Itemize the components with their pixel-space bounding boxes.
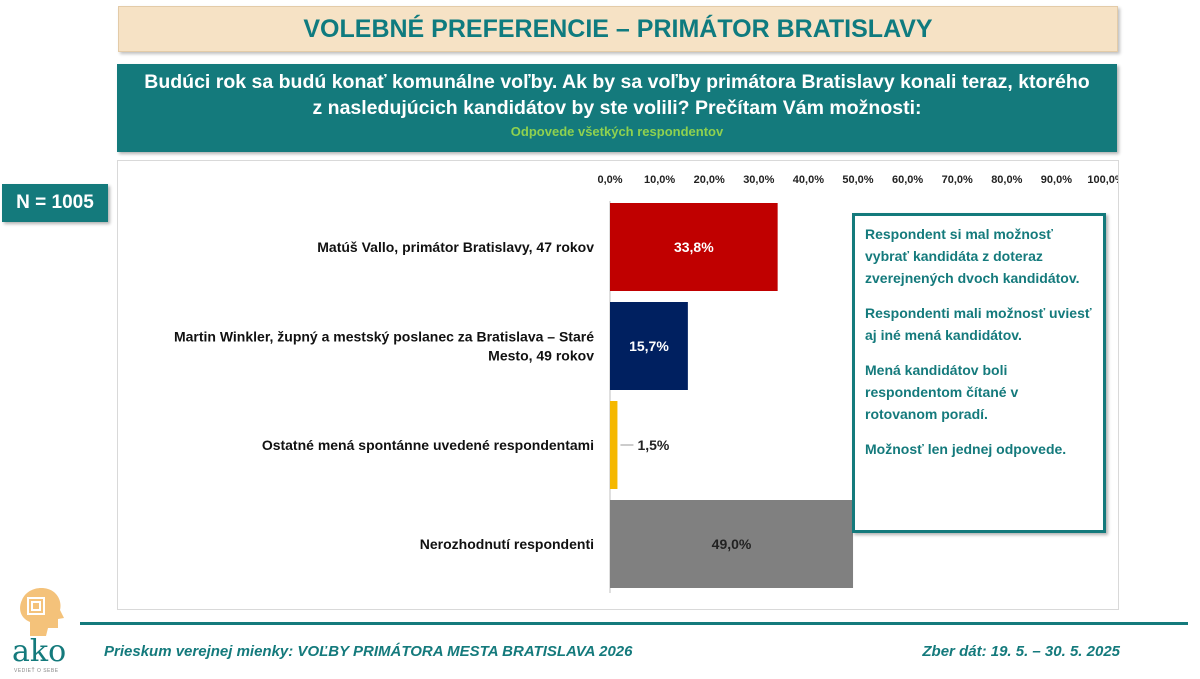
- methodology-note: Respondent si mal možnosť vybrať kandidá…: [852, 213, 1106, 533]
- x-tick-label: 100,0%: [1087, 174, 1118, 186]
- x-tick-label: 60,0%: [892, 174, 923, 186]
- note-3: Mená kandidátov boli respondentom čítané…: [865, 362, 1019, 422]
- bar: [610, 203, 778, 291]
- bar-chart: 0,0% 10,0% 20,0% 30,0% 40,0% 50,0% 60,0% 70,0% 8…: [174, 174, 1118, 593]
- question-box: Budúci rok sa budú konať komunálne voľby…: [117, 64, 1117, 152]
- x-tick-label: 80,0%: [991, 174, 1022, 186]
- category-label: Ostatné mená spontánne uvedené responden…: [262, 437, 594, 453]
- question-line-2: z nasledujúcich kandidátov by ste volili…: [312, 97, 922, 119]
- footer-data-collection: Zber dát: 19. 5. – 30. 5. 2025: [922, 643, 1120, 660]
- x-tick-label: 40,0%: [793, 174, 824, 186]
- question-line-1: Budúci rok sa budú konať komunálne voľby…: [144, 71, 1090, 93]
- sample-size-badge: N = 1005: [2, 184, 108, 222]
- x-tick-label: 0,0%: [597, 174, 622, 186]
- data-label: 33,8%: [674, 239, 714, 255]
- note-4: Možnosť len jednej odpovede.: [865, 441, 1067, 457]
- data-label: 1,5%: [637, 437, 669, 453]
- x-tick-label: 10,0%: [644, 174, 675, 186]
- category-label: Nerozhodnutí respondenti: [420, 536, 594, 552]
- data-label: 49,0%: [712, 536, 752, 552]
- note-2: Respondenti mali možnosť uviesť aj iné m…: [865, 305, 1092, 343]
- x-tick-label: 50,0%: [842, 174, 873, 186]
- ako-logo: ako VEDIEŤ O SEBE: [8, 586, 80, 676]
- logo-text: ako: [12, 634, 67, 669]
- x-tick-label: 20,0%: [694, 174, 725, 186]
- note-1: Respondent si mal možnosť vybrať kandidá…: [865, 226, 1080, 286]
- head-profile-icon: [20, 588, 64, 636]
- bar: [610, 500, 854, 588]
- x-tick-label: 70,0%: [942, 174, 973, 186]
- page-title: VOLEBNÉ PREFERENCIE – PRIMÁTOR BRATISLAV…: [118, 6, 1118, 52]
- category-label: Martin Winkler, župný a mestský poslanec…: [174, 329, 594, 345]
- data-label: 15,7%: [629, 338, 669, 354]
- logo-tagline: VEDIEŤ O SEBE: [14, 668, 59, 674]
- footer-survey-title: Prieskum verejnej mienky: VOĽBY PRIMÁTOR…: [104, 643, 633, 660]
- question-subtitle: Odpovede všetkých respondentov: [510, 124, 724, 139]
- category-label: Matúš Vallo, primátor Bratislavy, 47 rok…: [317, 239, 594, 255]
- footer-divider: [80, 622, 1188, 625]
- question-text: Budúci rok sa budú konať komunálne voľby…: [117, 64, 1117, 121]
- x-tick-label: 30,0%: [743, 174, 774, 186]
- category-label: Mesto, 49 rokov: [488, 348, 594, 364]
- x-tick-label: 90,0%: [1041, 174, 1072, 186]
- bar: [610, 302, 688, 390]
- bar: [610, 401, 618, 489]
